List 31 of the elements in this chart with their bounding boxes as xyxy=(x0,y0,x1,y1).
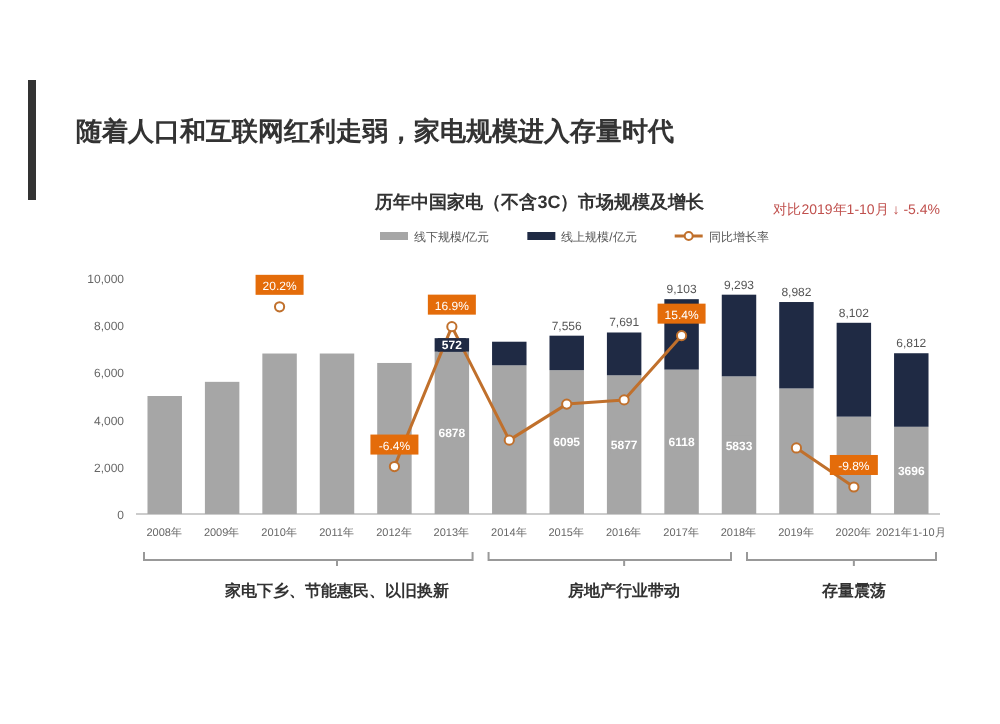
point xyxy=(848,481,860,493)
bar xyxy=(721,376,757,514)
point xyxy=(561,398,573,410)
point xyxy=(388,460,401,473)
point xyxy=(446,321,458,333)
bar xyxy=(147,396,182,514)
bar xyxy=(319,353,355,514)
annotation: 存量震荡 xyxy=(819,582,886,600)
chart-title: 随着人口和互联网红利走弱，家电规模进入存量时代 xyxy=(76,116,674,146)
bar xyxy=(492,341,527,366)
bar xyxy=(204,381,240,514)
bar xyxy=(262,353,297,514)
annotation: 家电下乡、节能惠民、以旧换新 xyxy=(223,580,449,600)
chart-subtitle: 历年中国家电（不含3C）市场规模及增长 xyxy=(373,192,707,212)
point xyxy=(273,301,286,313)
bar xyxy=(606,332,642,376)
point xyxy=(618,394,630,406)
bar xyxy=(894,353,929,427)
bar xyxy=(721,294,757,377)
bar xyxy=(836,322,872,417)
bar xyxy=(664,369,699,514)
point xyxy=(790,442,803,454)
bar xyxy=(779,388,814,514)
bar xyxy=(492,365,527,514)
bar xyxy=(549,335,584,371)
bar xyxy=(779,302,814,389)
bar xyxy=(549,370,584,514)
point xyxy=(503,434,515,446)
bar xyxy=(434,351,470,514)
point xyxy=(675,330,688,342)
annotation: 房地产行业带动 xyxy=(566,580,681,600)
